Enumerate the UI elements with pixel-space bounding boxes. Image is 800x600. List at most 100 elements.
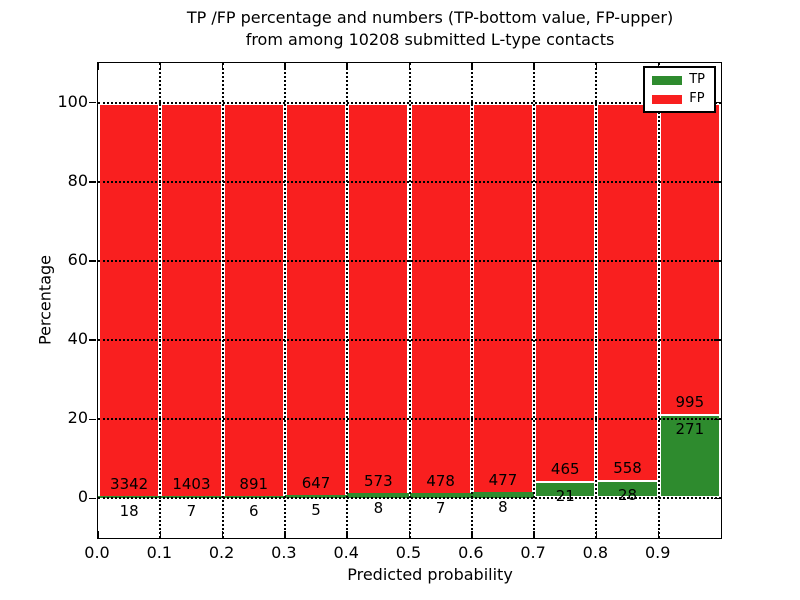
tp-count-label: 7 bbox=[435, 498, 446, 517]
x-tick-label: 0.0 bbox=[84, 543, 110, 562]
x-tick-mark bbox=[284, 63, 286, 70]
x-tick-mark bbox=[159, 63, 162, 70]
chart-title: TP /FP percentage and numbers (TP-bottom… bbox=[187, 7, 673, 51]
tp-count-label: 6 bbox=[248, 501, 259, 520]
x-tick-mark bbox=[346, 531, 348, 538]
bar-segment-tp bbox=[534, 481, 597, 499]
y-tick-mark bbox=[714, 497, 721, 500]
fp-count-label: 558 bbox=[613, 458, 642, 477]
tp-count-label: 7 bbox=[186, 502, 197, 521]
bar-segment-tp bbox=[284, 495, 348, 499]
bar-segment-tp bbox=[222, 495, 285, 499]
fp-count-label: 1403 bbox=[172, 475, 211, 494]
x-tick-mark bbox=[346, 63, 348, 70]
h-gridline bbox=[98, 180, 721, 183]
y-tick-mark bbox=[714, 260, 721, 262]
tp-count-label: 8 bbox=[373, 498, 384, 517]
legend-label-tp: TP bbox=[689, 72, 705, 87]
y-tick-mark bbox=[89, 260, 96, 262]
v-gridline bbox=[595, 63, 598, 538]
v-gridline bbox=[408, 63, 411, 538]
tick-layer bbox=[89, 63, 721, 538]
y-tick-mark bbox=[89, 101, 96, 104]
fp-count-label: 995 bbox=[675, 392, 705, 411]
bar-segment-fp bbox=[409, 102, 472, 499]
plot-area: 3342 18 1403 7 891 6 647 5 573 8 478 7 477 8 465 21 558 2… bbox=[89, 62, 722, 539]
x-tick-label: 0.6 bbox=[458, 543, 484, 562]
bar-segment-tp bbox=[409, 492, 472, 499]
v-gridline bbox=[533, 63, 536, 538]
x-tick-mark bbox=[471, 531, 473, 538]
h-gridline bbox=[98, 101, 721, 104]
h-gridline bbox=[98, 259, 721, 262]
y-tick-label: 0 bbox=[77, 487, 88, 507]
y-tick-label: 80 bbox=[67, 170, 88, 190]
x-tick-mark bbox=[533, 63, 535, 70]
bar-segment-tp bbox=[471, 491, 535, 499]
x-tick-mark bbox=[221, 63, 224, 70]
y-tick-label: 40 bbox=[67, 329, 88, 349]
x-tick-label: 0.7 bbox=[520, 543, 546, 562]
x-tick-label: 0.3 bbox=[271, 543, 297, 562]
bar-segment-fp bbox=[160, 102, 223, 499]
x-tick-mark bbox=[97, 63, 99, 70]
fp-count-label: 465 bbox=[550, 460, 580, 479]
x-tick-label: 0.9 bbox=[644, 543, 671, 562]
bar-segment-tp bbox=[658, 413, 721, 499]
legend-entry-fp: FP bbox=[652, 92, 705, 106]
tp-count-label: 271 bbox=[675, 419, 705, 438]
y-tick-mark bbox=[89, 181, 96, 183]
x-tick-mark bbox=[408, 531, 411, 538]
grid-layer bbox=[98, 63, 721, 538]
h-gridline bbox=[98, 418, 721, 421]
bar-segment-tp bbox=[347, 492, 410, 499]
x-tick-mark bbox=[595, 531, 598, 538]
bar-segment-fp bbox=[98, 102, 161, 499]
y-tick-mark bbox=[89, 339, 96, 341]
fp-count-label: 3342 bbox=[110, 475, 149, 494]
x-tick-mark bbox=[221, 531, 224, 538]
y-tick-label: 60 bbox=[67, 249, 88, 269]
y-tick-label: 100 bbox=[57, 91, 88, 111]
fp-count-label: 573 bbox=[364, 471, 393, 490]
legend: TP FP bbox=[643, 66, 716, 113]
legend-swatch-fp-icon bbox=[652, 94, 683, 104]
legend-label-fp: FP bbox=[689, 91, 705, 106]
y-tick-mark bbox=[714, 181, 721, 183]
tp-count-label: 18 bbox=[119, 502, 139, 521]
y-tick-label: 20 bbox=[67, 408, 88, 428]
y-tick-mark bbox=[89, 497, 96, 500]
fp-count-label: 891 bbox=[239, 474, 269, 493]
bar-segment-fp bbox=[534, 102, 597, 499]
fp-count-label: 477 bbox=[488, 470, 518, 489]
y-tick-mark bbox=[714, 339, 721, 341]
x-tick-label: 0.1 bbox=[146, 543, 173, 562]
x-tick-label: 0.5 bbox=[395, 543, 422, 562]
v-gridline bbox=[283, 63, 286, 538]
h-gridline bbox=[98, 497, 721, 500]
v-gridline bbox=[657, 63, 660, 538]
y-tick-mark bbox=[714, 418, 721, 420]
v-gridline bbox=[159, 63, 162, 538]
chart-title-line1: TP /FP percentage and numbers (TP-bottom… bbox=[186, 8, 674, 27]
x-tick-label: 0.2 bbox=[208, 543, 235, 562]
x-tick-mark bbox=[284, 531, 286, 538]
tp-count-label: 8 bbox=[498, 497, 508, 516]
x-tick-mark bbox=[471, 63, 473, 70]
bar-segment-fp bbox=[284, 102, 348, 499]
bar-segment-tp bbox=[98, 496, 161, 499]
x-tick-mark bbox=[657, 531, 660, 538]
legend-swatch-tp-icon bbox=[652, 75, 683, 85]
chart-title-line2: from among 10208 submitted L-type contac… bbox=[245, 30, 615, 49]
tp-count-label: 21 bbox=[555, 487, 575, 506]
tp-count-label: 5 bbox=[311, 501, 321, 520]
x-axis-label: Predicted probability bbox=[347, 565, 513, 584]
x-tick-label: 0.8 bbox=[582, 543, 609, 562]
v-gridline bbox=[470, 63, 473, 538]
x-tick-mark bbox=[159, 531, 162, 538]
fp-count-label: 647 bbox=[301, 474, 331, 493]
bars-layer bbox=[98, 63, 721, 538]
y-tick-mark bbox=[89, 418, 96, 420]
v-gridline bbox=[221, 63, 224, 538]
